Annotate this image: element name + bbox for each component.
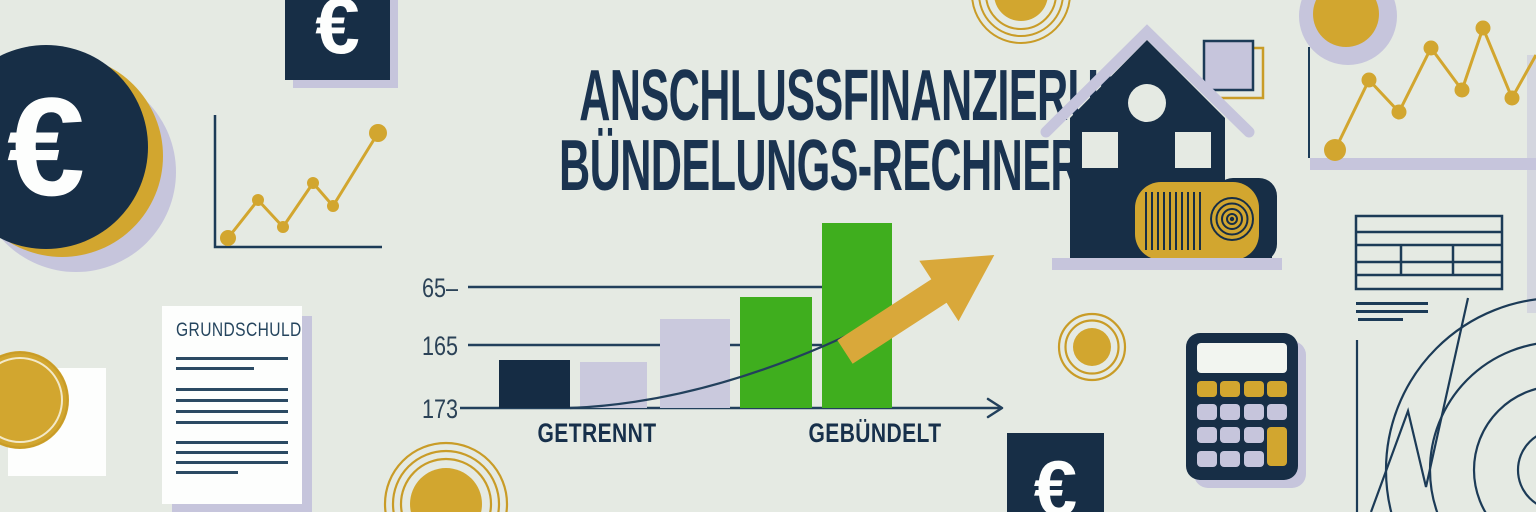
document-icon: GRUNDSCHULD	[162, 306, 302, 504]
document-line	[176, 461, 288, 464]
calculator-key	[1244, 404, 1264, 420]
calculator-key	[1220, 404, 1240, 420]
chart-bar-getrennt-1	[580, 362, 647, 408]
document-title: GRUNDSCHULD	[176, 320, 302, 341]
gold-sun-icon	[383, 441, 509, 512]
window-right	[1175, 132, 1211, 168]
chart-bar-getrennt-2	[660, 319, 730, 408]
calculator-key	[1197, 381, 1217, 397]
document-line	[176, 410, 288, 413]
calculator-key	[1197, 427, 1217, 443]
euro-square-bottom-icon: €	[1007, 433, 1104, 512]
document-line	[176, 399, 288, 402]
calculator-key	[1267, 404, 1287, 420]
calculator-key	[1220, 427, 1240, 443]
coin-card-bottomleft-icon	[0, 351, 106, 476]
title-line-2: BÜNDELUNGS-RECHNER	[559, 126, 1082, 206]
cost-comparison-chart: 65– 165 173 GETRENNT GEBÜNDELT	[410, 200, 1050, 500]
document-line	[176, 357, 288, 360]
document-line	[176, 471, 238, 474]
house-base	[1052, 258, 1282, 270]
tape-measure-icon	[1135, 182, 1259, 260]
house-icon	[1040, 24, 1282, 270]
page-title: ANSCHLUSSFINANZIERUNG BÜNDELUNGS-RECHNER	[385, 60, 1162, 202]
zigzag-target-icon	[1355, 297, 1536, 512]
calculator-key	[1267, 381, 1287, 397]
calculator-key	[1244, 451, 1264, 467]
ytick-top: 65–	[421, 273, 458, 303]
ytick-middle: 165	[421, 331, 458, 361]
xlabel-getrennt: GETRENNT	[537, 418, 657, 448]
text-lines-icon	[1356, 302, 1428, 321]
calculator-key	[1267, 427, 1287, 466]
calculator-key	[1197, 451, 1217, 467]
document-line	[176, 421, 288, 424]
calculator-key	[1220, 451, 1240, 467]
chart-trend-overlay	[569, 255, 995, 410]
coin-ring-topright-icon	[1299, 0, 1397, 65]
euro-symbol: €	[315, 0, 360, 70]
frame-lavender-icon	[1202, 39, 1255, 92]
trend-arrow-icon	[837, 255, 995, 364]
roof-outline	[1040, 24, 1255, 138]
gold-ring-mid-icon	[1057, 312, 1127, 382]
round-window	[1128, 84, 1166, 122]
euro-square-top-icon: €	[285, 0, 390, 80]
edge-strip	[1527, 55, 1536, 313]
euro-symbol: €	[7, 68, 85, 225]
calculator-key	[1197, 404, 1217, 420]
calculator-key	[1244, 381, 1264, 397]
calculator-screen	[1197, 343, 1287, 373]
gold-rings-top-icon	[971, 0, 1071, 44]
window-left	[1082, 132, 1118, 168]
line-chart-small-icon	[213, 115, 387, 249]
document-line	[176, 441, 288, 444]
xlabel-gebuendelt: GEBÜNDELT	[808, 418, 942, 448]
euro-coin-icon: €	[0, 45, 148, 249]
table-icon	[1354, 214, 1504, 291]
line-chart-topright-icon	[1308, 20, 1536, 170]
chart-bar-gebündelt-3	[740, 297, 812, 408]
document-line	[176, 451, 288, 454]
chart-bars	[410, 200, 1050, 500]
trend-curve	[569, 292, 931, 410]
calculator-key	[1244, 427, 1264, 443]
chart-axes	[460, 285, 1004, 419]
euro-symbol: €	[1033, 443, 1078, 512]
ytick-bottom: 173	[421, 394, 458, 424]
calculator-icon	[1186, 333, 1298, 480]
chart-bar-getrennt-0	[499, 360, 570, 408]
document-line	[176, 388, 288, 391]
x-axis-arrowhead	[986, 397, 1004, 419]
document-line	[176, 367, 254, 370]
calculator-key	[1220, 381, 1240, 397]
